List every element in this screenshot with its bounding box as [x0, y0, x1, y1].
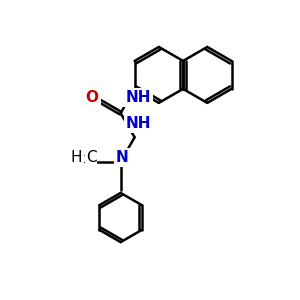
Text: N: N [116, 150, 128, 165]
Text: NH: NH [125, 90, 151, 105]
Text: H: H [71, 150, 82, 165]
Text: 3: 3 [83, 155, 90, 165]
Text: C: C [86, 150, 97, 165]
Text: NH: NH [126, 116, 152, 131]
Text: O: O [85, 90, 98, 105]
